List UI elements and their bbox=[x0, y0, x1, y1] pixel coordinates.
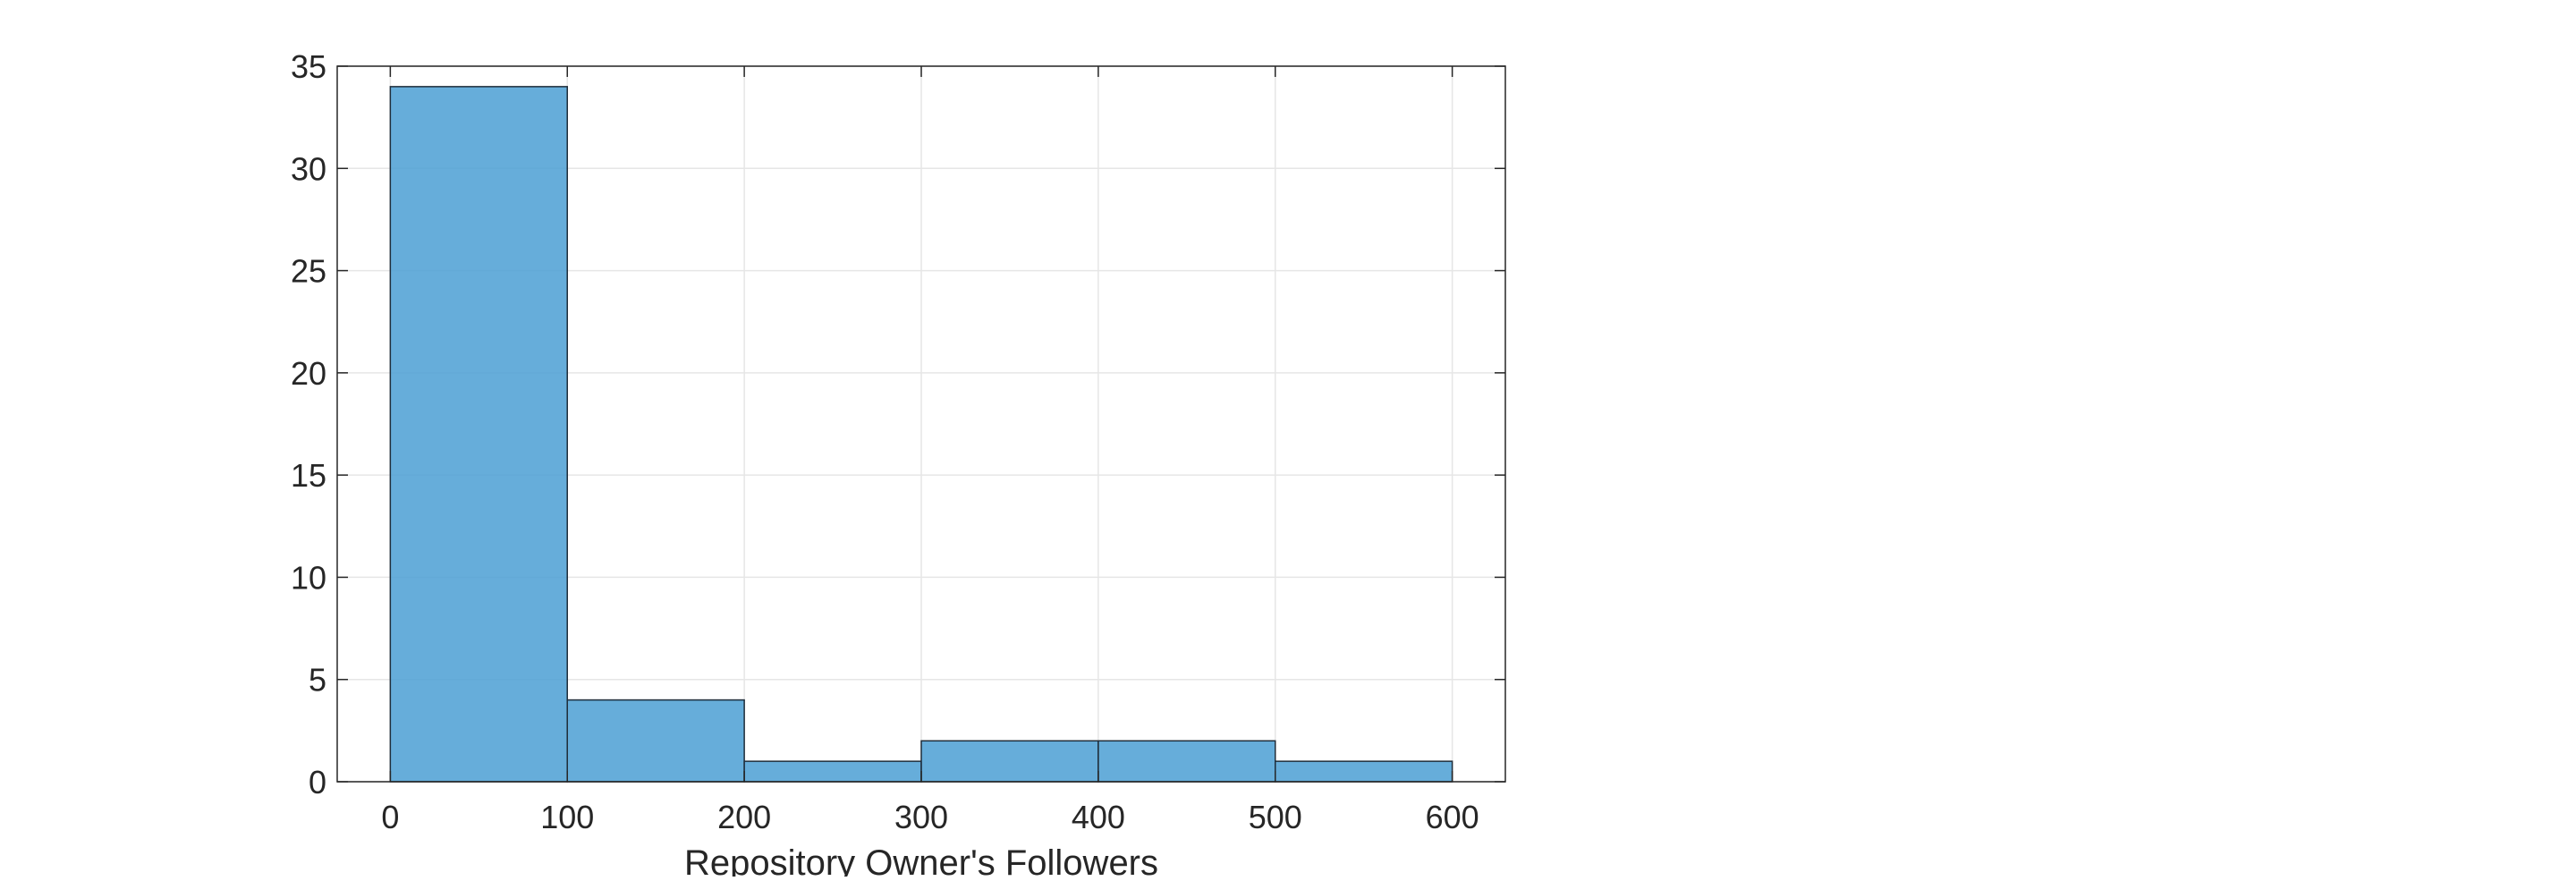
y-tick-label: 0 bbox=[309, 764, 326, 801]
y-tick-label: 25 bbox=[291, 253, 326, 290]
y-tick-label: 35 bbox=[291, 48, 326, 85]
bar-layer bbox=[389, 86, 1453, 783]
histogram-bar bbox=[920, 740, 1099, 783]
y-tick-label: 5 bbox=[309, 662, 326, 699]
tick-layer bbox=[337, 65, 1505, 783]
x-axis-label: Repository Owner's Followers bbox=[684, 843, 1158, 877]
histogram-bar bbox=[1097, 740, 1276, 783]
histogram-bar bbox=[743, 760, 922, 783]
x-tick-label: 400 bbox=[1072, 799, 1125, 835]
x-tick-label: 300 bbox=[894, 799, 948, 835]
y-tick-label: 20 bbox=[291, 355, 326, 392]
x-tick-label: 0 bbox=[381, 799, 399, 835]
x-tick-label: 200 bbox=[717, 799, 771, 835]
histogram-bar bbox=[389, 86, 568, 783]
histogram-bar bbox=[566, 699, 745, 783]
x-tick-label: 100 bbox=[540, 799, 594, 835]
y-tick-label: 15 bbox=[291, 457, 326, 494]
histogram-bar bbox=[1275, 760, 1453, 783]
tick-label-layer: 0 100 200 300 400 500 600 0 5 10 15 20 25 30 35 bbox=[291, 48, 1479, 835]
y-tick-label: 10 bbox=[291, 559, 326, 596]
x-tick-label: 500 bbox=[1249, 799, 1302, 835]
x-tick-label: 600 bbox=[1426, 799, 1479, 835]
y-tick-label: 30 bbox=[291, 150, 326, 187]
